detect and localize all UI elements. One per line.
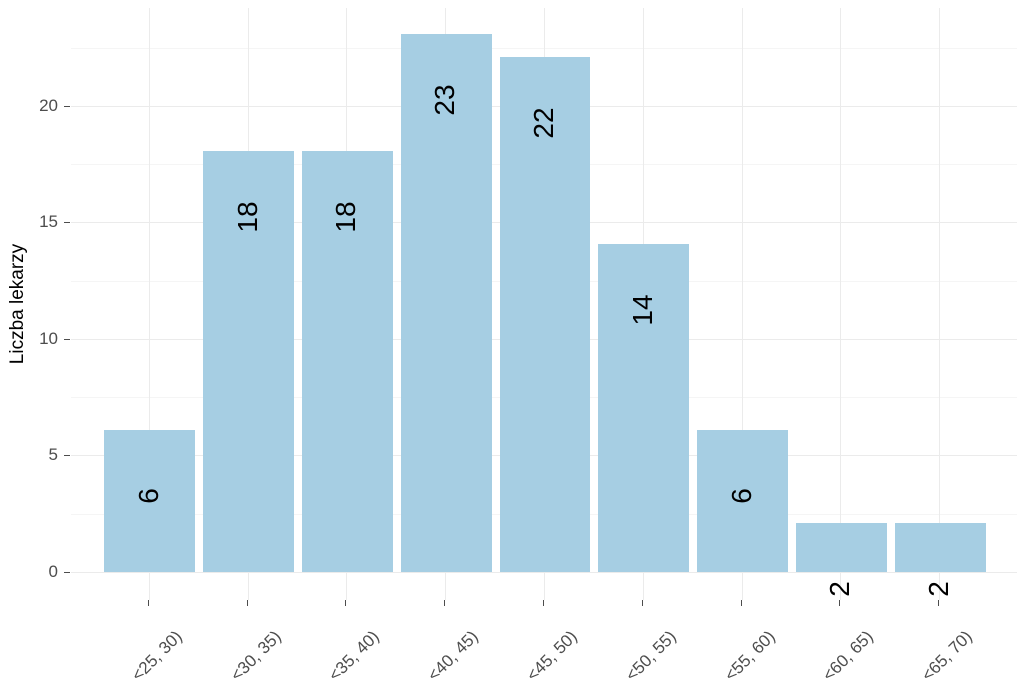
x-tick-mark [247,600,248,606]
y-tick-mark [64,106,70,107]
y-tick-mark [64,572,70,573]
bar-value-label: 23 [429,84,461,115]
bar [796,523,887,572]
x-tick-label: <55, 60) [721,627,780,686]
x-tick-mark [741,600,742,606]
y-tick-mark [64,455,70,456]
x-tick-label: <50, 55) [622,627,681,686]
gridline-v-major [939,8,940,600]
y-tick-mark [64,339,70,340]
x-tick-mark [444,600,445,606]
x-tick-label: <65, 70) [918,627,977,686]
x-tick-label: <40, 45) [424,627,483,686]
bar-value-label: 2 [824,582,856,598]
y-tick-label: 10 [18,329,58,349]
bar [895,523,986,572]
histogram-chart: 61818232214622 Liczba lekarzy 05101520<2… [0,0,1024,697]
x-tick-mark [148,600,149,606]
bar-value-label: 14 [627,294,659,325]
bar [598,244,689,572]
bar-value-label: 18 [232,201,264,232]
x-tick-label: <45, 50) [523,627,582,686]
y-tick-mark [64,222,70,223]
bar-value-label: 22 [528,108,560,139]
gridline-v-major [840,8,841,600]
x-tick-label: <35, 40) [325,627,384,686]
x-tick-mark [839,600,840,606]
x-tick-label: <60, 65) [819,627,878,686]
y-tick-label: 0 [18,562,58,582]
x-tick-mark [543,600,544,606]
x-tick-mark [642,600,643,606]
y-tick-label: 15 [18,212,58,232]
bar-value-label: 2 [923,582,955,598]
bar-value-label: 6 [726,488,758,504]
x-tick-label: <25, 30) [128,627,187,686]
x-tick-mark [345,600,346,606]
y-tick-label: 5 [18,445,58,465]
y-tick-label: 20 [18,96,58,116]
bar-value-label: 6 [133,488,165,504]
plot-area: 61818232214622 [70,8,1017,601]
x-tick-label: <30, 35) [226,627,285,686]
x-tick-mark [938,600,939,606]
bar-value-label: 18 [330,201,362,232]
